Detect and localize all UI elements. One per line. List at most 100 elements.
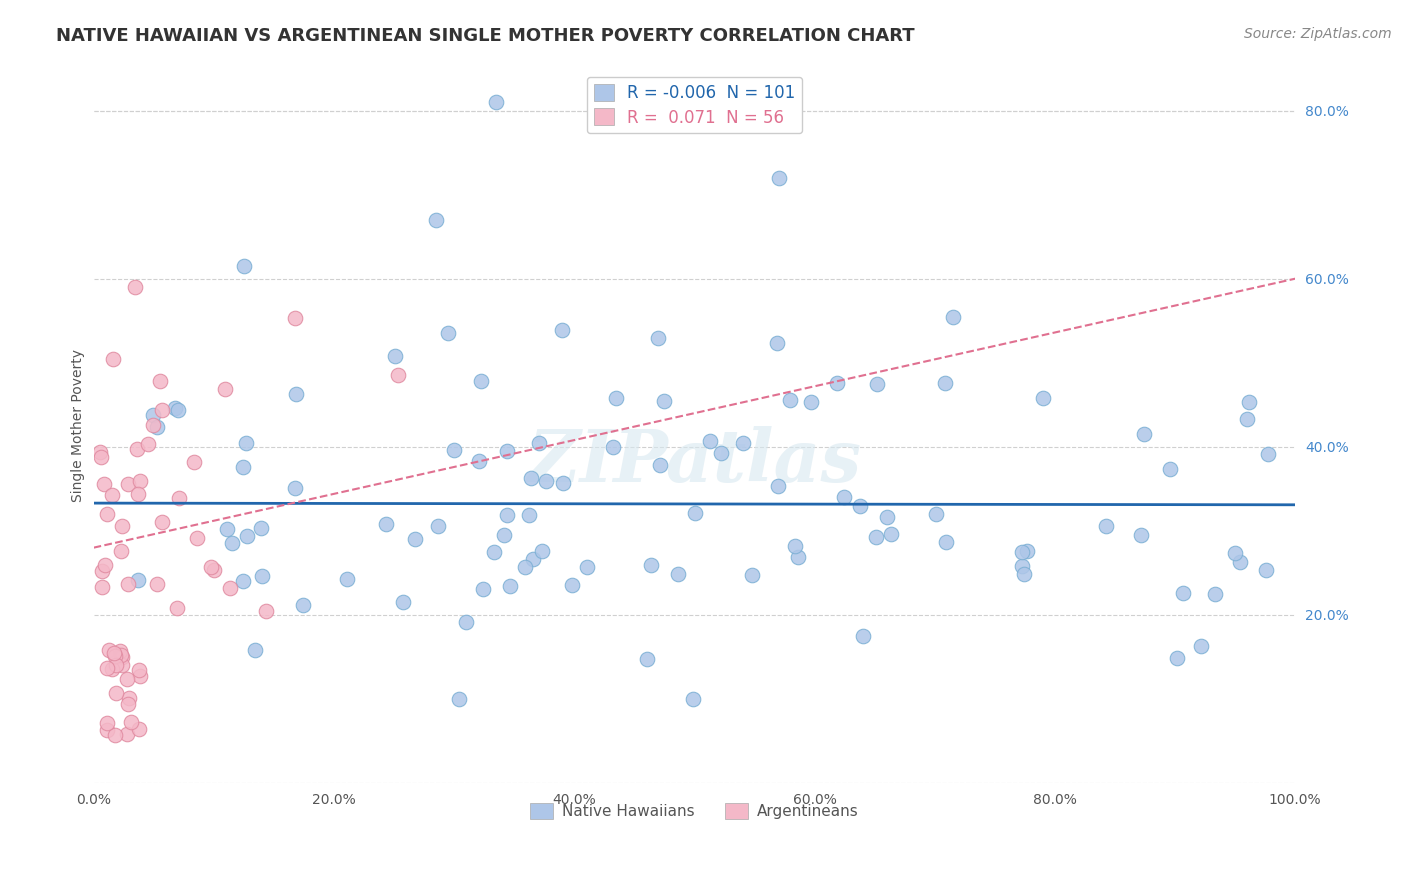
Point (1011, 545, 1033, 559)
Point (108, 644, 131, 658)
Point (551, 475, 574, 490)
Point (90, 450, 112, 464)
Point (636, 652, 658, 666)
Point (530, 544, 553, 558)
Text: Source: ZipAtlas.com: Source: ZipAtlas.com (1244, 27, 1392, 41)
Point (120, 714, 142, 729)
Point (1173, 586, 1195, 600)
Point (128, 663, 150, 677)
Point (118, 690, 141, 705)
Point (517, 508, 540, 522)
Point (534, 475, 557, 489)
Point (387, 368, 409, 383)
Point (648, 458, 671, 472)
Point (865, 531, 887, 545)
Point (236, 529, 259, 543)
Point (468, 454, 491, 468)
Point (110, 544, 132, 558)
Point (90, 564, 112, 578)
Point (284, 481, 307, 495)
Point (1189, 639, 1212, 653)
Point (129, 669, 152, 683)
Point (374, 517, 396, 532)
Point (1239, 394, 1261, 409)
Point (104, 728, 127, 742)
Point (527, 435, 550, 450)
Point (699, 434, 721, 449)
Point (215, 522, 238, 536)
Point (470, 374, 492, 388)
Point (232, 459, 254, 474)
Point (250, 569, 273, 583)
Point (1129, 528, 1152, 542)
Point (866, 376, 889, 391)
Point (685, 506, 707, 520)
Point (1011, 559, 1033, 574)
Point (232, 259, 254, 273)
Point (91, 580, 114, 594)
Point (834, 490, 856, 504)
Point (392, 595, 415, 609)
Point (384, 349, 406, 363)
Point (150, 402, 173, 417)
Legend: Native Hawaiians, Argentineans: Native Hawaiians, Argentineans (524, 797, 865, 825)
Point (437, 326, 460, 341)
Point (105, 686, 128, 700)
Point (93, 477, 115, 491)
Point (1159, 461, 1181, 475)
Point (605, 391, 627, 405)
Point (254, 604, 277, 618)
Point (787, 550, 810, 565)
Point (640, 558, 662, 573)
Point (925, 507, 948, 521)
Point (145, 577, 167, 591)
Point (1257, 446, 1279, 460)
Point (94, 558, 117, 573)
Point (1236, 411, 1258, 425)
Point (292, 599, 315, 613)
Point (575, 560, 598, 574)
Point (1254, 563, 1277, 577)
Point (142, 409, 165, 423)
Point (100, 662, 122, 676)
Y-axis label: Single Mother Poverty: Single Mother Poverty (72, 350, 86, 502)
Point (741, 568, 763, 582)
Point (666, 567, 689, 582)
Point (768, 170, 790, 185)
Point (1204, 587, 1226, 601)
Point (427, 519, 450, 533)
Point (111, 650, 134, 665)
Point (1166, 651, 1188, 665)
Point (235, 436, 257, 450)
Point (89, 444, 111, 458)
Point (117, 697, 139, 711)
Point (496, 508, 519, 522)
Point (250, 521, 273, 535)
Point (111, 519, 134, 533)
Point (766, 479, 789, 493)
Point (110, 648, 132, 662)
Point (149, 374, 172, 388)
Point (96, 716, 118, 731)
Point (219, 582, 242, 596)
Point (127, 574, 149, 588)
Point (166, 601, 188, 615)
Point (492, 528, 515, 542)
Point (221, 536, 243, 550)
Point (425, 212, 447, 227)
Point (733, 436, 755, 450)
Point (183, 454, 205, 468)
Point (942, 310, 965, 325)
Point (647, 330, 669, 344)
Point (96, 507, 118, 521)
Point (101, 351, 124, 366)
Point (115, 727, 138, 741)
Point (779, 392, 801, 407)
Point (783, 539, 806, 553)
Point (1133, 427, 1156, 442)
Point (654, 394, 676, 409)
Point (522, 551, 544, 566)
Point (115, 672, 138, 686)
Point (1229, 555, 1251, 569)
Point (214, 382, 236, 396)
